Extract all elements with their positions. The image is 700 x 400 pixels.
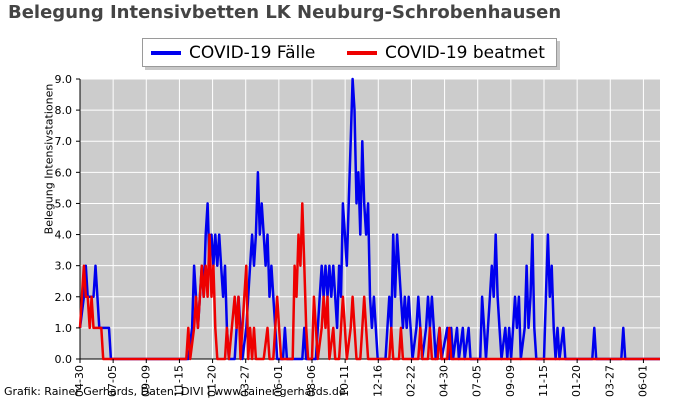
y-tick-label: 1.0 — [55, 322, 73, 335]
series-line-1 — [78, 202, 660, 361]
y-tick-label: 7.0 — [55, 135, 73, 148]
legend-item-beatmet: COVID-19 beatmet — [347, 40, 545, 65]
x-tick-label: 01-20 — [570, 365, 583, 397]
y-tick-label: 0.0 — [55, 353, 73, 366]
x-tick-label: 07-05 — [471, 365, 484, 397]
x-tick-label: 04-30 — [73, 365, 86, 397]
y-tick-label: 3.0 — [55, 260, 73, 273]
y-tick-label: 4.0 — [55, 229, 73, 242]
x-tick-label: 03-27 — [239, 365, 252, 397]
x-tick-label: 02-22 — [404, 365, 417, 397]
x-tick-label: 10-11 — [338, 365, 351, 397]
x-tick-label: 09-09 — [139, 365, 152, 397]
chart-title: Belegung Intensivbetten LK Neuburg-Schro… — [8, 2, 562, 23]
y-tick-label: 5.0 — [55, 197, 73, 210]
y-tick-label: 9.0 — [55, 73, 73, 86]
footer-credit: Grafik: Rainer Gerhards, Daten: DIVI | w… — [4, 385, 346, 398]
x-tick-label: 07-05 — [106, 365, 119, 397]
legend-swatch-beatmet — [347, 50, 377, 55]
x-tick-label: 06-01 — [272, 365, 285, 397]
legend-label-faelle: COVID-19 Fälle — [189, 42, 316, 63]
y-tick-label: 6.0 — [55, 166, 73, 179]
x-tick-label: 01-20 — [206, 365, 219, 397]
x-tick-label: 11-15 — [172, 365, 185, 397]
x-tick-label: 12-16 — [371, 365, 384, 397]
legend-label-beatmet: COVID-19 beatmet — [385, 42, 545, 63]
legend-swatch-faelle — [151, 50, 181, 55]
x-tick-label: 04-30 — [438, 365, 451, 397]
y-tick-label: 2.0 — [55, 291, 73, 304]
legend-item-faelle: COVID-19 Fälle — [151, 40, 315, 65]
x-tick-label: 03-27 — [603, 365, 616, 397]
x-tick-label: 08-06 — [305, 365, 318, 397]
x-tick-label: 06-01 — [636, 365, 649, 397]
legend: COVID-19 Fälle COVID-19 beatmet — [142, 38, 557, 67]
series-line-0 — [78, 77, 660, 361]
x-tick-label: 09-09 — [504, 365, 517, 397]
x-tick-label: 11-15 — [537, 365, 550, 397]
y-tick-label: 8.0 — [55, 104, 73, 117]
